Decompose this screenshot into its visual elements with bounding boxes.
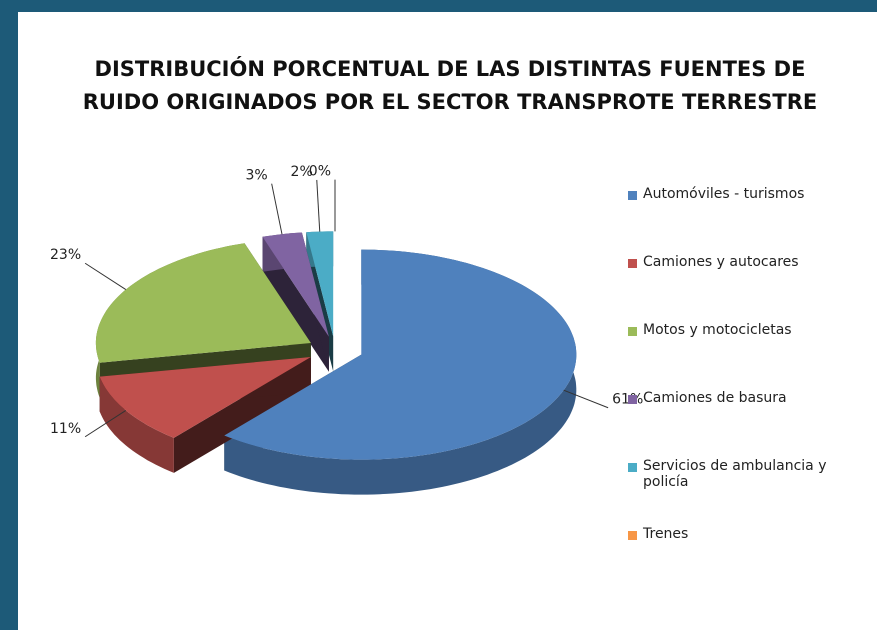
legend-item: Trenes [628, 526, 868, 594]
chart-title: DISTRIBUCIÓN PORCENTUAL DE LAS DISTINTAS… [95, 56, 806, 81]
slice [262, 232, 329, 337]
legend-label: Automóviles - turismos [643, 186, 805, 202]
data-label: 11% [50, 421, 81, 437]
legend-item: Automóviles - turismos [628, 186, 868, 254]
legend-swatch [628, 191, 637, 200]
leader-line [271, 183, 283, 235]
legend-label: Servicios de ambulancia y policía [643, 458, 827, 490]
slice [99, 357, 311, 438]
data-label: 2% [291, 164, 313, 180]
data-label: 3% [245, 168, 267, 184]
legend-swatch [628, 395, 637, 404]
legend-label: Camiones de basura [643, 390, 787, 406]
legend-item: Camiones y autocares [628, 254, 868, 322]
legend-item: Servicios de ambulancia y policía [628, 458, 868, 526]
slice-side [262, 236, 329, 372]
slice [95, 243, 311, 363]
leader-line [84, 409, 127, 438]
slice [224, 249, 577, 460]
legend-item: Camiones de basura [628, 390, 868, 458]
legend: Automóviles - turismos Camiones y autocar… [628, 186, 868, 594]
leader-line [84, 262, 127, 291]
legend-label: Motos y motocicletas [643, 322, 792, 338]
leader-line [316, 179, 321, 232]
slice-side [99, 376, 174, 473]
legend-swatch [628, 327, 637, 336]
legend-swatch [628, 259, 637, 268]
data-label: 23% [50, 247, 81, 263]
legend-item: Motos y motocicletas [628, 322, 868, 390]
legend-label: Camiones y autocares [643, 254, 799, 270]
slice [306, 231, 334, 337]
data-label: 0% [309, 164, 331, 180]
legend-swatch [628, 531, 637, 540]
legend-label: Trenes [643, 526, 689, 542]
chart-title: RUIDO ORIGINADOS POR EL SECTOR TRANSPROT… [83, 90, 818, 114]
leader-line [563, 389, 609, 409]
slice-side [224, 249, 577, 495]
legend-swatch [628, 463, 637, 472]
